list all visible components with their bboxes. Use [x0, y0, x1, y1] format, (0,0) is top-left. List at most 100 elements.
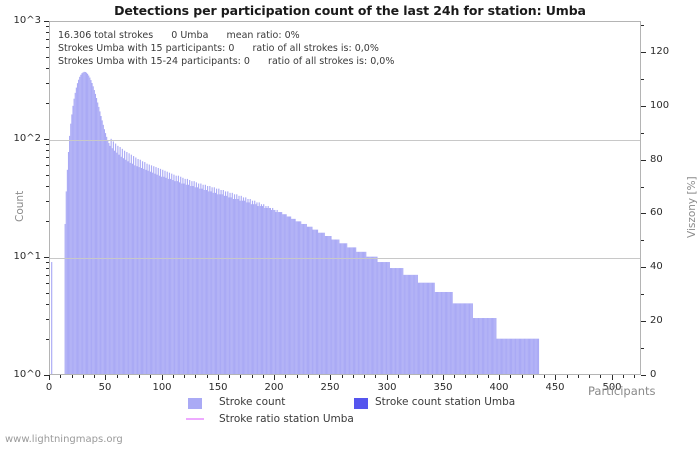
legend-marker-1 [354, 398, 368, 409]
x-tick-minor [207, 375, 208, 378]
y-tick-major [44, 139, 49, 140]
x-tick-minor [195, 375, 196, 378]
legend-marker-2 [186, 418, 204, 420]
x-tick-minor [409, 375, 410, 378]
x-tick-minor [522, 375, 523, 378]
x-tick-label: 200 [264, 382, 284, 393]
y-tick-major [44, 257, 49, 258]
x-tick-minor [353, 375, 354, 378]
y-tick-label: 10^1 [13, 251, 41, 262]
x-tick-major [443, 375, 444, 380]
x-tick-label: 450 [545, 382, 565, 393]
gridline [50, 140, 640, 141]
y-tick-minor [46, 304, 49, 305]
y2-tick-major [641, 267, 646, 268]
x-tick-major [387, 375, 388, 380]
y-tick-minor [46, 339, 49, 340]
y-tick-label: 10^2 [13, 133, 41, 144]
x-tick-minor [297, 375, 298, 378]
plot-area [49, 21, 641, 375]
y-tick-minor [46, 144, 49, 145]
x-tick-minor [342, 375, 343, 378]
x-tick-minor [263, 375, 264, 378]
x-tick-label: 150 [208, 382, 228, 393]
legend-label-0: Stroke count [219, 396, 286, 408]
y2-tick-label: 120 [650, 46, 670, 57]
y-tick-minor [46, 83, 49, 84]
y-tick-minor [46, 201, 49, 202]
y2-tick-label: 100 [650, 100, 670, 111]
y-tick-minor [46, 175, 49, 176]
y-tick-minor [46, 275, 49, 276]
y-tick-minor [46, 283, 49, 284]
x-tick-minor [634, 375, 635, 378]
x-tick-minor [128, 375, 129, 378]
x-tick-label: 350 [433, 382, 453, 393]
y2-tick-minor [641, 240, 644, 241]
x-tick-major [105, 375, 106, 380]
y2-tick-major [641, 375, 646, 376]
y2-axis-title: Viszony [%] [686, 176, 698, 238]
y-tick-minor [46, 103, 49, 104]
x-tick-minor [420, 375, 421, 378]
x-tick-minor [544, 375, 545, 378]
y-tick-minor [46, 32, 49, 33]
bars-layer [50, 22, 640, 374]
y-tick-minor [46, 221, 49, 222]
x-tick-label: 50 [98, 382, 112, 393]
x-tick-minor [60, 375, 61, 378]
y2-tick-label: 80 [650, 154, 663, 165]
y2-tick-minor [641, 133, 644, 134]
y-tick-minor [46, 57, 49, 58]
x-tick-minor [488, 375, 489, 378]
x-tick-minor [567, 375, 568, 378]
x-tick-minor [454, 375, 455, 378]
x-tick-minor [139, 375, 140, 378]
y2-tick-minor [641, 25, 644, 26]
y2-tick-label: 0 [650, 369, 657, 380]
y2-tick-major [641, 106, 646, 107]
y-tick-minor [46, 68, 49, 69]
x-tick-minor [83, 375, 84, 378]
y-tick-minor [46, 157, 49, 158]
x-tick-minor [432, 375, 433, 378]
x-tick-minor [285, 375, 286, 378]
y-tick-major [44, 21, 49, 22]
legend-label-1: Stroke count station Umba [375, 396, 516, 408]
x-tick-major [612, 375, 613, 380]
y-tick-minor [46, 293, 49, 294]
x-tick-minor [229, 375, 230, 378]
x-tick-minor [623, 375, 624, 378]
footer-watermark: www.lightningmaps.org [5, 434, 123, 445]
y2-tick-major [641, 160, 646, 161]
y2-tick-minor [641, 348, 644, 349]
x-tick-major [499, 375, 500, 380]
x-tick-major [162, 375, 163, 380]
y2-tick-major [641, 52, 646, 53]
x-tick-minor [150, 375, 151, 378]
y-tick-minor [46, 186, 49, 187]
x-tick-label: 0 [45, 382, 53, 393]
gridline [50, 258, 640, 259]
x-tick-minor [308, 375, 309, 378]
y-tick-minor [46, 268, 49, 269]
x-tick-label: 500 [602, 382, 622, 393]
y2-tick-label: 40 [650, 261, 663, 272]
x-tick-label: 250 [320, 382, 340, 393]
x-tick-minor [173, 375, 174, 378]
x-tick-minor [465, 375, 466, 378]
legend-label-2: Stroke ratio station Umba [219, 413, 354, 425]
x-tick-minor [375, 375, 376, 378]
y-tick-minor [46, 26, 49, 27]
y2-tick-minor [641, 294, 644, 295]
bars-svg [51, 71, 540, 374]
y-tick-label: 10^0 [13, 369, 41, 380]
y2-tick-minor [641, 187, 644, 188]
x-tick-minor [240, 375, 241, 378]
y-tick-minor [46, 165, 49, 166]
y2-tick-major [641, 321, 646, 322]
x-tick-minor [252, 375, 253, 378]
x-axis-title: Participants [588, 384, 656, 398]
chart-title: Detections per participation count of th… [114, 3, 586, 18]
